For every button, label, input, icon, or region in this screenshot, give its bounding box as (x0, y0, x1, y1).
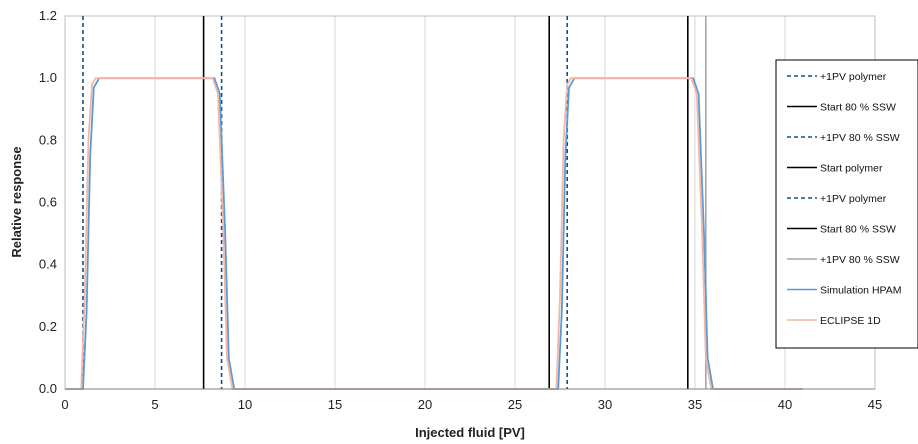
x-tick-label: 45 (868, 397, 882, 412)
y-tick-label: 0.0 (39, 381, 57, 396)
legend-box (775, 59, 918, 349)
x-tick-label: 30 (598, 397, 612, 412)
series-line-1 (65, 77, 803, 390)
legend: +1PV polymer Start 80 % SSW +1PV 80 % SSW S… (775, 59, 918, 349)
grid-lines (154, 16, 786, 389)
plot-area-border (64, 15, 876, 390)
x-tick-label: 0 (61, 397, 68, 412)
series-lines (65, 77, 803, 390)
legend-label: Simulation HPAM (820, 285, 902, 297)
x-tick-label: 15 (328, 397, 342, 412)
x-tick-labels: 0 5 10 15 20 25 30 35 40 45 (61, 397, 882, 412)
legend-label: Start polymer (820, 163, 883, 175)
legend-label: Start 80 % SSW (820, 102, 896, 114)
y-tick-label: 0.6 (39, 195, 57, 210)
legend-label: +1PV polymer (820, 193, 887, 205)
legend-label: +1PV polymer (820, 71, 887, 83)
y-tick-labels: 0.0 0.2 0.4 0.6 0.8 1.0 1.2 (39, 8, 57, 396)
legend-label: +1PV 80 % SSW (820, 132, 900, 144)
x-tick-label: 10 (238, 397, 252, 412)
legend-label: ECLIPSE 1D (820, 315, 881, 327)
x-tick-label: 20 (418, 397, 432, 412)
x-tick-label: 40 (778, 397, 792, 412)
y-tick-label: 1.0 (39, 70, 57, 85)
x-tick-label: 35 (688, 397, 702, 412)
y-tick-label: 1.2 (39, 8, 57, 23)
x-axis-title: Injected fluid [PV] (415, 425, 525, 440)
x-tick-label: 5 (151, 397, 158, 412)
y-tick-label: 0.8 (39, 132, 57, 147)
legend-label: Start 80 % SSW (820, 224, 896, 236)
legend-label: +1PV 80 % SSW (820, 254, 900, 266)
y-tick-label: 0.4 (39, 257, 57, 272)
x-tick-label: 25 (508, 397, 522, 412)
series-line-0 (65, 77, 803, 390)
event-marker-lines (82, 16, 707, 389)
y-tick-label: 0.2 (39, 319, 57, 334)
y-axis-title: Relative response (9, 146, 24, 257)
